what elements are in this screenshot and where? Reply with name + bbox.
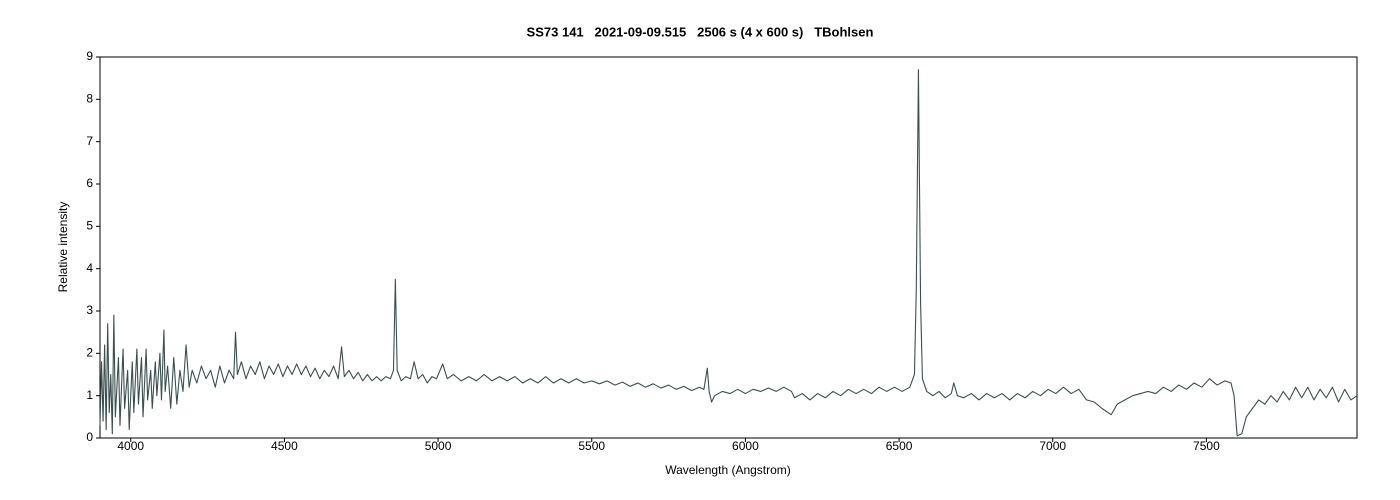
x-tick-label: 5000 (425, 439, 452, 453)
x-tick-label: 4000 (117, 439, 144, 453)
y-tick-label: 9 (86, 49, 93, 63)
plot-frame (99, 56, 1358, 439)
y-tick-label: 0 (86, 430, 93, 444)
spectrum-line (99, 69, 1358, 437)
chart-title: SS73 141 2021-09-09.515 2506 s (4 x 600 … (527, 24, 874, 39)
y-tick-label: 1 (86, 388, 93, 402)
y-tick-label: 3 (86, 303, 93, 317)
x-tick-label: 6500 (886, 439, 913, 453)
x-tick-label: 6000 (732, 439, 759, 453)
y-tick-label: 7 (86, 134, 93, 148)
y-axis-label: Relative intensity (56, 202, 70, 293)
y-tick-label: 5 (86, 219, 93, 233)
x-tick-label: 7500 (1193, 439, 1220, 453)
y-tick-label: 2 (86, 346, 93, 360)
x-tick-label: 5500 (578, 439, 605, 453)
x-axis-label: Wavelength (Angstrom) (665, 463, 791, 477)
y-tick-label: 8 (86, 92, 93, 106)
x-tick-label: 7000 (1039, 439, 1066, 453)
y-tick-label: 6 (86, 176, 93, 190)
y-tick-label: 4 (86, 261, 93, 275)
x-tick-label: 4500 (271, 439, 298, 453)
